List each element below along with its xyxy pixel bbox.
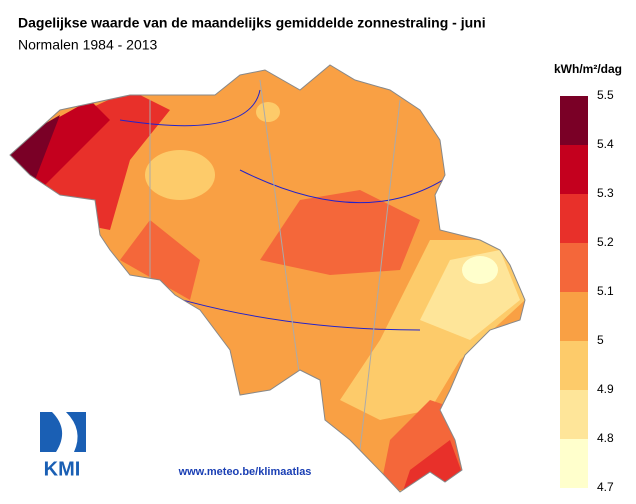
subtitle: Normalen 1984 - 2013: [18, 37, 158, 53]
legend-unit: kWh/m²/dag: [554, 62, 622, 76]
legend-tick-label: 5.5: [597, 88, 614, 102]
legend-tick-label: 4.8: [597, 431, 614, 445]
logo-text: KMI: [44, 458, 81, 480]
legend-tick-label: 4.7: [597, 480, 614, 494]
legend-tick-label: 5.1: [597, 284, 614, 298]
legend-band: [560, 292, 588, 341]
legend-band: [560, 341, 588, 390]
legend-band: [560, 439, 588, 488]
legend-tick-label: 5.2: [597, 235, 614, 249]
legend-tick-label: 5.4: [597, 137, 614, 151]
legend-tick-label: 4.9: [597, 382, 614, 396]
logo: KMI: [40, 412, 86, 480]
legend-band: [560, 390, 588, 439]
footer-url[interactable]: www.meteo.be/klimaatlas: [178, 466, 312, 478]
legend-band: [560, 145, 588, 194]
legend: 5.5 5.4 5.3 5.2 5.1 5 4.9 4.8 4.7: [560, 88, 614, 494]
border: [9, 64, 526, 493]
legend-band: [560, 194, 588, 243]
legend-tick-label: 5: [597, 333, 604, 347]
legend-band: [560, 96, 588, 145]
title: Dagelijkse waarde van de maandelijks gem…: [18, 15, 486, 31]
legend-band: [560, 243, 588, 292]
legend-tick-label: 5.3: [597, 186, 614, 200]
